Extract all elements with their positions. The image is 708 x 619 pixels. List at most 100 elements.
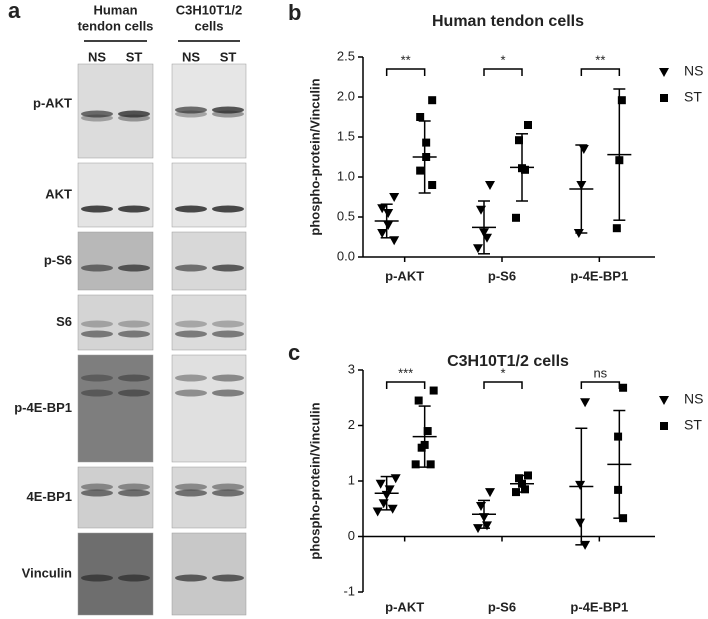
- chart-title: C3H10T1/2 cells: [447, 353, 569, 370]
- data-point: [524, 471, 532, 480]
- data-point: [515, 474, 523, 483]
- x-tick-label: p-AKT: [385, 599, 424, 614]
- legend-label: ST: [684, 417, 702, 433]
- data-point: [426, 460, 435, 469]
- band: [81, 374, 113, 382]
- band: [118, 320, 150, 328]
- data-point: [377, 229, 388, 238]
- data-point: [524, 121, 532, 129]
- band: [175, 389, 207, 397]
- band: [118, 483, 150, 491]
- data-point: [482, 233, 492, 243]
- band: [175, 483, 207, 491]
- data-point: [580, 398, 591, 408]
- panel-letter: b: [288, 0, 301, 25]
- data-point: [660, 94, 668, 102]
- data-point: [383, 221, 394, 230]
- band: [212, 264, 244, 272]
- row-label: p-4E-BP1: [14, 400, 72, 415]
- blot: [77, 294, 154, 351]
- data-point: [615, 156, 624, 165]
- column-title: cells: [195, 18, 224, 33]
- data-point: [377, 204, 388, 214]
- blot: [77, 354, 154, 463]
- row-label: Vinculin: [22, 565, 72, 580]
- x-tick-label: p-4E-BP1: [570, 599, 628, 614]
- blot: [171, 294, 247, 351]
- blot: [171, 354, 247, 463]
- data-point: [614, 432, 623, 441]
- legend-label: ST: [684, 89, 702, 105]
- band: [212, 320, 244, 328]
- data-point: [417, 443, 426, 452]
- data-point: [473, 244, 483, 254]
- data-point: [659, 396, 669, 405]
- y-tick-label: 1.0: [337, 168, 355, 183]
- data-point: [476, 205, 486, 215]
- y-tick-label: 1: [348, 472, 355, 487]
- legend-label: NS: [684, 391, 703, 407]
- y-axis-title: phospho-protein/Vinculin: [307, 402, 322, 559]
- band: [81, 483, 113, 491]
- band: [175, 574, 207, 582]
- data-point: [612, 224, 621, 233]
- data-point: [384, 485, 395, 495]
- row-label: S6: [56, 314, 72, 329]
- data-point: [414, 396, 423, 405]
- data-point: [423, 427, 432, 436]
- lane-label: ST: [126, 49, 143, 64]
- data-point: [372, 507, 383, 517]
- data-point: [381, 490, 392, 500]
- blot: [171, 532, 247, 616]
- data-point: [512, 488, 520, 497]
- data-point: [482, 521, 492, 531]
- significance-bracket: [580, 381, 621, 389]
- data-point: [512, 213, 520, 222]
- blot: [77, 162, 154, 228]
- band: [118, 330, 150, 338]
- band: [212, 389, 244, 397]
- data-point: [518, 479, 526, 488]
- data-point: [387, 504, 398, 514]
- data-point: [485, 488, 495, 498]
- data-point: [575, 518, 586, 528]
- blot: [77, 532, 154, 616]
- band: [118, 389, 150, 397]
- y-tick-label: 0.5: [337, 208, 355, 223]
- data-point: [479, 228, 489, 238]
- column-title: Human: [93, 2, 137, 17]
- significance-bracket: [385, 381, 426, 389]
- data-point: [521, 485, 529, 494]
- y-tick-label: 3: [348, 361, 355, 376]
- band: [81, 389, 113, 397]
- blot: [77, 466, 154, 529]
- data-point: [428, 181, 437, 189]
- y-axis-title: phospho-protein/Vinculin: [307, 78, 322, 235]
- data-point: [416, 113, 425, 121]
- data-point: [378, 499, 389, 509]
- band: [212, 106, 244, 114]
- column-title: C3H10T1/2: [176, 2, 242, 17]
- data-point: [383, 209, 394, 218]
- band: [81, 489, 113, 497]
- data-point: [660, 422, 668, 430]
- data-point: [521, 165, 529, 174]
- row-label: p-AKT: [33, 95, 72, 110]
- significance-bracket: [483, 381, 523, 389]
- x-tick-label: p-S6: [488, 268, 516, 283]
- band: [81, 264, 113, 272]
- band: [212, 574, 244, 582]
- data-point: [416, 166, 425, 175]
- chart-title: Human tendon cells: [432, 13, 584, 30]
- data-point: [576, 181, 587, 190]
- x-tick-label: p-S6: [488, 599, 516, 614]
- band: [81, 110, 113, 118]
- significance-bracket: [483, 68, 523, 76]
- band: [118, 489, 150, 497]
- data-point: [515, 136, 523, 145]
- data-point: [411, 460, 420, 469]
- data-point: [617, 96, 626, 105]
- data-point: [389, 193, 400, 202]
- band: [212, 374, 244, 382]
- data-point: [575, 480, 586, 490]
